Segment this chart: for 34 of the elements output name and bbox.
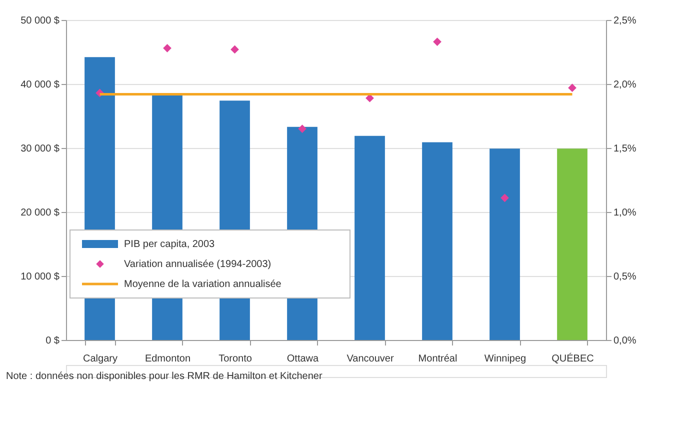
point (298, 124, 306, 133)
y2-tick-label: 2,0% (614, 80, 636, 90)
point (433, 38, 442, 46)
legend-label: Variation annualisée (1994-2003) (124, 259, 272, 270)
y-tick-label: 20 000 $ (20, 208, 60, 218)
point (568, 84, 576, 92)
y-tick-label: 10 000 $ (20, 272, 60, 282)
point (163, 44, 172, 52)
bar (422, 142, 452, 340)
text: Note : données non disponibles pour les RMR de Hamilton et Kitchener (6, 371, 323, 382)
x-tick-label: Vancouver (346, 354, 394, 364)
y2-tick-label: 2,5% (614, 16, 636, 26)
x-tick-label: Calgary (83, 354, 118, 364)
y2-tick-label: 1,0% (614, 208, 636, 218)
x-tick-label: Montréal (418, 354, 458, 364)
bar (490, 148, 520, 340)
point (500, 194, 509, 202)
x-tick-label: Edmonton (144, 354, 191, 364)
y2-tick-label: 0,5% (614, 272, 636, 282)
y-tick-label: 40 000 $ (20, 80, 60, 90)
point (230, 45, 239, 54)
x-tick-label: Ottawa (286, 354, 320, 364)
x-tick-label: Toronto (218, 354, 252, 364)
legend-label: PIB per capita, 2003 (124, 239, 216, 250)
y2-tick-label: 1,5% (614, 144, 636, 154)
y-tick-label: 50 000 $ (20, 16, 60, 26)
legend-label: Moyenne de la variation annualisée (124, 279, 282, 290)
x-tick-label: QUÉBEC (552, 352, 594, 364)
y-tick-label: 30 000 $ (20, 144, 60, 154)
y2-tick-label: 0,0% (614, 336, 636, 346)
bar (354, 136, 385, 340)
x-tick-label: Winnipeg (484, 354, 526, 364)
bar (557, 148, 588, 340)
y-tick-label: 0 $ (46, 336, 60, 346)
